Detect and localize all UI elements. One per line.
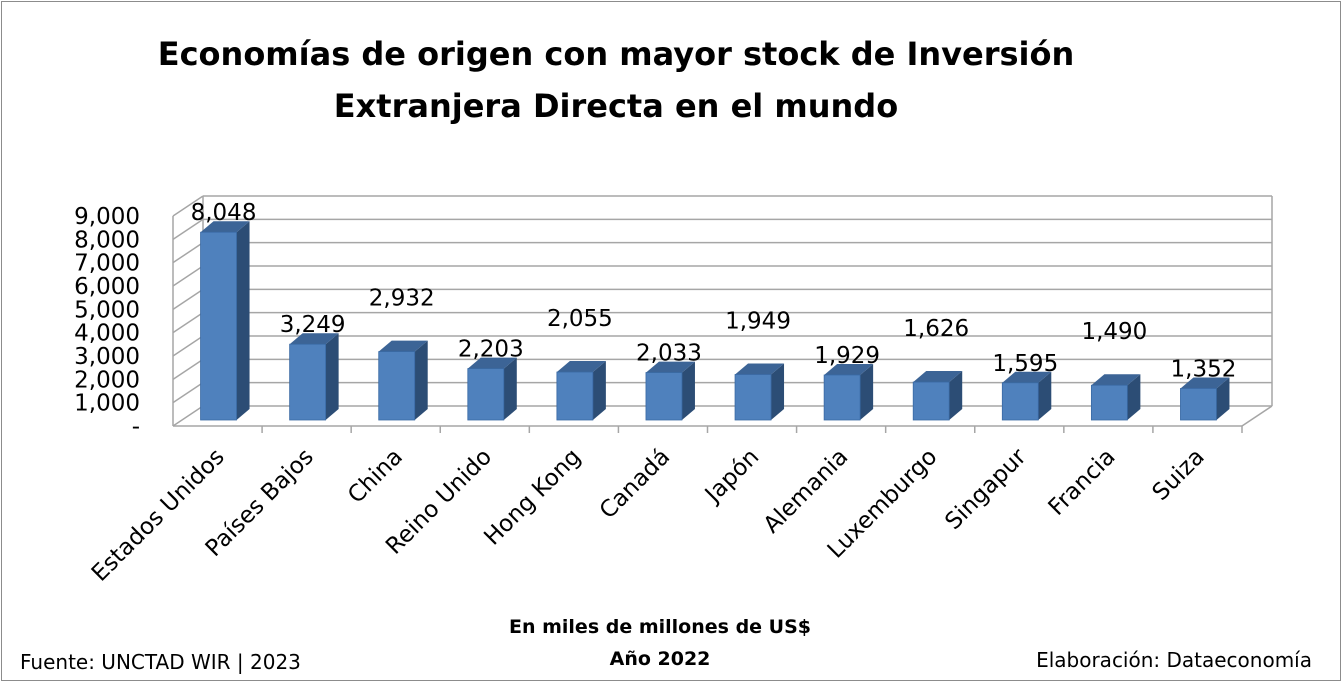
bar-side xyxy=(592,361,606,420)
bar-side xyxy=(236,221,250,420)
unit-note: En miles de millones de US$ xyxy=(508,616,811,638)
bar-top xyxy=(556,361,606,373)
data-label: 1,626 xyxy=(903,316,969,342)
bar xyxy=(556,371,594,421)
bar-side xyxy=(1038,371,1052,420)
bar xyxy=(645,372,683,421)
wall-tick xyxy=(172,358,204,380)
bar-top xyxy=(824,363,874,375)
bar-top xyxy=(1002,371,1052,383)
bar-side xyxy=(681,361,695,420)
bar-top xyxy=(289,333,339,345)
wall-tick xyxy=(172,218,204,240)
bar xyxy=(734,374,772,421)
wall-tick xyxy=(172,242,204,264)
bar-side xyxy=(503,357,517,420)
category-label: Francia xyxy=(1044,444,1121,521)
year-note: Año 2022 xyxy=(609,648,711,670)
category-label: China xyxy=(343,444,408,509)
data-label: 2,033 xyxy=(636,341,702,367)
y-tick-label: 6,000 xyxy=(74,274,140,300)
floor-edge xyxy=(1241,405,1273,427)
bar-top xyxy=(200,221,250,233)
data-label: 1,929 xyxy=(814,343,880,369)
bar xyxy=(1180,388,1217,421)
wall-tick xyxy=(172,382,204,404)
data-label: 2,932 xyxy=(369,286,435,312)
y-tick-label: 7,000 xyxy=(74,251,140,277)
bar-side xyxy=(1216,377,1230,420)
chart-title-line-1: Economías de origen con mayor stock de I… xyxy=(157,35,1075,73)
y-tick-label: 4,000 xyxy=(74,321,140,347)
bar xyxy=(378,351,416,421)
bar-side xyxy=(771,363,785,420)
y-tick-label: 5,000 xyxy=(74,297,140,323)
bar-side xyxy=(860,363,874,420)
wall-tick xyxy=(172,335,204,357)
data-label: 2,203 xyxy=(458,337,524,363)
bar-top xyxy=(735,363,785,375)
category-label: Alemania xyxy=(759,444,854,539)
bar-top xyxy=(913,371,963,383)
chart-title-line-2: Extranjera Directa en el mundo xyxy=(333,87,899,125)
bar xyxy=(1090,384,1128,421)
wall-tick xyxy=(172,312,204,334)
bar-top xyxy=(645,361,695,373)
y-tick-label: 9,000 xyxy=(74,204,140,230)
bar xyxy=(1001,382,1039,421)
bar xyxy=(912,381,950,421)
bar-top xyxy=(467,357,517,369)
data-label: 8,048 xyxy=(191,200,257,226)
wall-tick xyxy=(172,195,204,217)
bar-top xyxy=(378,340,428,352)
y-tick-label: 3,000 xyxy=(74,344,140,370)
data-label: 1,352 xyxy=(1171,356,1237,382)
data-label: 1,949 xyxy=(725,309,791,335)
y-tick-label: 8,000 xyxy=(74,227,140,253)
bar xyxy=(823,374,861,421)
data-label: 1,490 xyxy=(1081,319,1147,345)
bar-side xyxy=(949,371,963,420)
bar-side xyxy=(325,333,339,420)
bar xyxy=(467,368,505,421)
category-label: Estados Unidos xyxy=(87,444,230,587)
y-tick-label: 2,000 xyxy=(74,367,140,393)
wall-tick xyxy=(172,265,204,287)
bar-side xyxy=(414,340,428,420)
category-label: Singapur xyxy=(940,443,1032,535)
data-label: 3,249 xyxy=(280,312,346,338)
wall-tick xyxy=(172,405,204,427)
data-label: 1,595 xyxy=(992,351,1058,377)
category-label: Suiza xyxy=(1148,444,1210,506)
bar-side xyxy=(1127,374,1141,420)
bar xyxy=(200,231,237,421)
bar-top xyxy=(1091,374,1141,386)
y-tick-label: 1,000 xyxy=(74,391,140,417)
bar-top xyxy=(1180,377,1230,389)
credit-note: Elaboración: Dataeconomía xyxy=(1036,648,1312,672)
category-label: Canadá xyxy=(595,444,675,524)
source-note: Fuente: UNCTAD WIR | 2023 xyxy=(20,650,301,674)
wall-tick xyxy=(172,288,204,310)
category-label: Hong Kong xyxy=(479,444,586,551)
data-label: 2,055 xyxy=(547,306,613,332)
category-label: Japón xyxy=(699,444,764,509)
y-tick-label: - xyxy=(132,414,140,440)
bar xyxy=(289,343,327,421)
